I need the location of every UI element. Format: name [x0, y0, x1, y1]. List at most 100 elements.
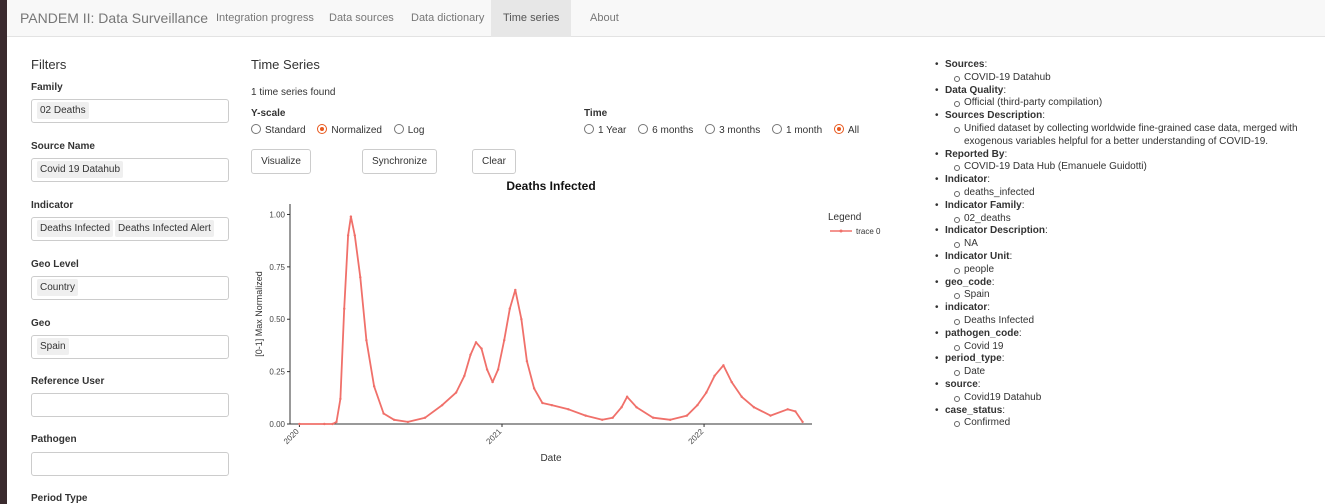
- time-option-1-year[interactable]: 1 Year: [584, 124, 626, 136]
- app-brand[interactable]: PANDEM II: Data Surveillance: [20, 10, 209, 26]
- detail-key: indicator: [945, 302, 988, 314]
- geo-level-label: Geo Level: [31, 259, 79, 270]
- detail-value: COVID-19 Datahub: [935, 72, 1320, 85]
- indicator-label: Indicator: [31, 200, 74, 211]
- detail-value: Official (third-party compilation): [935, 97, 1320, 110]
- data-point: [769, 414, 772, 417]
- radio-icon[interactable]: [772, 124, 782, 135]
- data-point: [392, 418, 396, 422]
- x-tick-label: 2020: [282, 427, 301, 446]
- detail-value: people: [935, 264, 1320, 277]
- reference-user-select[interactable]: [31, 393, 229, 417]
- data-point: [463, 374, 466, 378]
- geo-select[interactable]: Spain: [31, 335, 229, 359]
- data-point: [620, 406, 623, 409]
- geo-label: Geo: [31, 318, 51, 329]
- tab-integration-progress[interactable]: Integration progress: [216, 12, 314, 24]
- data-point: [705, 391, 708, 394]
- data-point: [491, 380, 494, 384]
- data-point: [508, 307, 511, 310]
- geo-level-select[interactable]: Country: [31, 276, 229, 300]
- detail-key: case_status: [945, 404, 1003, 416]
- data-point: [696, 403, 699, 407]
- data-point: [541, 401, 544, 405]
- detail-item: Indicator Description:: [935, 225, 1320, 238]
- y-axis-label: [0-1] Max Normalized: [254, 271, 264, 357]
- family-select[interactable]: 02 Deaths: [31, 99, 229, 123]
- time-label: Time: [584, 108, 608, 119]
- filters-sidebar: Filters Family 02 Deaths Source Name Cov…: [7, 38, 237, 504]
- data-point: [801, 420, 804, 424]
- chart-title: Deaths Infected: [506, 179, 595, 193]
- data-point: [730, 380, 733, 384]
- yscale-option-standard[interactable]: Standard: [251, 124, 306, 136]
- radio-icon[interactable]: [584, 124, 594, 135]
- yscale-radio-group: Standard Normalized Log: [251, 124, 433, 136]
- y-tick-label: 0.00: [269, 420, 285, 429]
- source-name-chip: Covid 19 Datahub: [37, 161, 124, 178]
- data-point: [601, 418, 604, 422]
- data-point: [567, 408, 570, 411]
- data-point: [635, 406, 638, 409]
- visualize-button[interactable]: Visualize: [251, 149, 311, 174]
- source-name-label: Source Name: [31, 141, 95, 152]
- detail-item: source:: [935, 379, 1320, 392]
- radio-icon[interactable]: [638, 124, 649, 135]
- yscale-option-normalized[interactable]: Normalized: [317, 124, 382, 136]
- indicator-chip[interactable]: Deaths Infected Alert: [115, 220, 214, 237]
- detail-value: Spain: [935, 289, 1320, 302]
- tab-time-series[interactable]: Time series: [491, 0, 572, 37]
- detail-item: geo_code:: [935, 277, 1320, 290]
- detail-item: pathogen_code:: [935, 328, 1320, 341]
- radio-icon[interactable]: [393, 124, 404, 135]
- detail-value: Covid 19: [935, 341, 1320, 354]
- source-name-select[interactable]: Covid 19 Datahub: [31, 158, 229, 182]
- tab-about[interactable]: About: [590, 12, 619, 24]
- radio-checked-icon[interactable]: [317, 124, 328, 135]
- tab-data-sources[interactable]: Data sources: [329, 12, 394, 24]
- time-option-1-month[interactable]: 1 month: [772, 124, 822, 136]
- time-option-6-months[interactable]: 6 months: [638, 124, 693, 136]
- data-point: [349, 215, 353, 218]
- tab-data-dictionary[interactable]: Data dictionary: [411, 12, 485, 24]
- radio-checked-icon[interactable]: [833, 124, 844, 135]
- data-point: [525, 359, 529, 363]
- radio-icon[interactable]: [705, 124, 716, 135]
- detail-value: COVID-19 Data Hub (Emanuele Guidotti): [935, 161, 1320, 174]
- pathogen-label: Pathogen: [31, 434, 77, 445]
- y-tick-label: 0.50: [269, 315, 285, 324]
- navbar: PANDEM II: Data Surveillance Integration…: [7, 0, 1325, 37]
- y-tick-label: 1.00: [269, 210, 285, 219]
- data-point: [406, 420, 410, 424]
- data-point: [339, 397, 342, 401]
- time-option-all[interactable]: All: [833, 124, 859, 136]
- data-point: [685, 414, 689, 417]
- series-line: [299, 215, 804, 425]
- series-details-list: Sources:COVID-19 DatahubData Quality:Off…: [935, 59, 1320, 430]
- detail-value: Deaths Infected: [935, 315, 1320, 328]
- detail-value: 02_deaths: [935, 213, 1320, 226]
- synchronize-button[interactable]: Synchronize: [362, 149, 437, 174]
- indicator-chip[interactable]: Deaths Infected: [37, 220, 114, 237]
- geo-level-chip: Country: [37, 279, 79, 296]
- data-point: [382, 412, 385, 415]
- pathogen-select[interactable]: [31, 452, 229, 476]
- detail-key: Reported By: [945, 148, 1005, 160]
- reference-user-label: Reference User: [31, 376, 105, 387]
- data-point: [794, 410, 797, 413]
- detail-item: Indicator:: [935, 174, 1320, 187]
- radio-icon[interactable]: [251, 124, 261, 135]
- data-point: [713, 374, 716, 378]
- geo-chip: Spain: [37, 338, 69, 355]
- data-point: [514, 288, 517, 292]
- yscale-label: Y-scale: [251, 108, 286, 119]
- series-found-count: 1 time series found: [251, 87, 336, 98]
- period-type-label: Period Type: [31, 493, 88, 504]
- data-point: [372, 385, 376, 388]
- clear-button[interactable]: Clear: [472, 149, 516, 174]
- time-option-3-months[interactable]: 3 months: [705, 124, 760, 136]
- data-point: [343, 307, 346, 310]
- yscale-option-log[interactable]: Log: [393, 124, 424, 136]
- detail-item: indicator:: [935, 302, 1320, 315]
- indicator-select[interactable]: Deaths Infected Deaths Infected Alert: [31, 217, 229, 241]
